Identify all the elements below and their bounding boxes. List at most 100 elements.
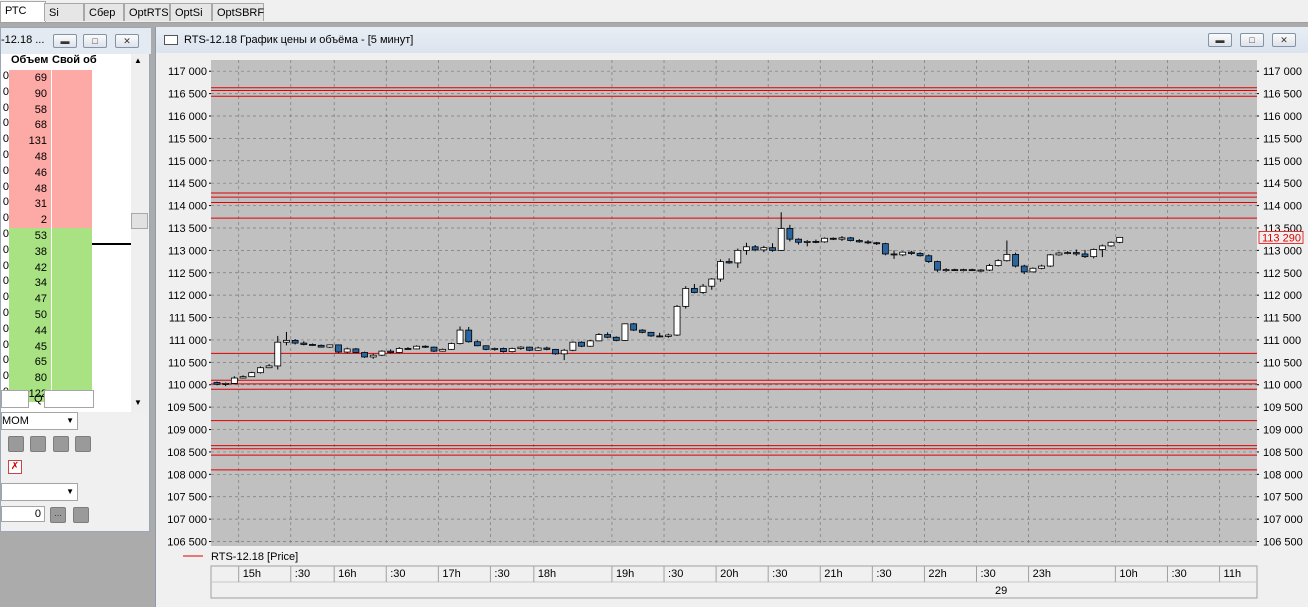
candle-body xyxy=(1072,252,1080,255)
ask-row[interactable]: 0 58 xyxy=(1,101,131,118)
buy-order-icon[interactable] xyxy=(8,436,24,452)
bid-row[interactable]: 0 47 xyxy=(1,291,131,307)
close-button[interactable]: ✕ xyxy=(1272,33,1296,47)
cancel-orders-icon[interactable]: ✗ xyxy=(8,460,22,474)
x-tick-label: 17h xyxy=(442,568,460,580)
bid-row[interactable]: 0 50 xyxy=(1,307,131,323)
x-axis-ticks: 15h:30 16h:30 17h:30 18h 19h:30 20h:30 21h:30 2… xyxy=(238,566,1241,582)
x-tick-label: 16h xyxy=(338,568,356,580)
candle-body xyxy=(760,247,768,251)
candle xyxy=(621,323,629,341)
candle xyxy=(552,348,559,355)
account-select[interactable]: ▼ xyxy=(1,483,78,501)
apply-icon[interactable] xyxy=(73,507,89,523)
candle xyxy=(743,242,750,255)
tab-label: OptSBRF xyxy=(217,7,265,19)
ask-row[interactable]: 0 90 xyxy=(1,85,131,102)
candle xyxy=(934,260,941,272)
price-cell-fragment: 0 xyxy=(2,354,9,367)
scroll-up-icon[interactable]: ▲ xyxy=(134,56,142,65)
own-volume-cell xyxy=(52,228,92,244)
tab-si[interactable]: Si xyxy=(44,3,84,21)
qty-input[interactable] xyxy=(44,390,94,408)
ask-row[interactable]: 0 31 xyxy=(1,196,131,213)
candle-body xyxy=(1107,241,1115,247)
x-tick-label: 19h xyxy=(616,568,634,580)
more-button[interactable]: ... xyxy=(50,507,66,523)
scroll-down-icon[interactable]: ▼ xyxy=(134,398,142,407)
candle xyxy=(257,366,264,374)
candle-body xyxy=(638,329,646,333)
bid-row[interactable]: 0 53 xyxy=(1,228,131,244)
tab-optsbrf[interactable]: OptSBRF xyxy=(212,3,264,21)
bid-row[interactable]: 0 45 xyxy=(1,338,131,355)
price-input[interactable] xyxy=(1,390,29,408)
tab-sber[interactable]: Сбер xyxy=(84,3,124,21)
settings-icon[interactable] xyxy=(53,436,69,452)
price-cell-fragment: 0 xyxy=(2,228,9,240)
bid-row[interactable]: 0 34 xyxy=(1,275,131,292)
candle xyxy=(1090,248,1098,259)
minimize-button[interactable]: ▬ xyxy=(53,34,77,48)
candle xyxy=(213,381,221,386)
ask-row[interactable]: 0 131 xyxy=(1,133,131,149)
bid-row[interactable]: 0 44 xyxy=(1,322,131,339)
candle-body xyxy=(300,342,308,345)
maximize-button[interactable]: □ xyxy=(83,34,107,48)
tab-optrts[interactable]: OptRTS xyxy=(124,3,170,21)
price-cell-fragment: 0 xyxy=(2,243,9,256)
candle xyxy=(1107,241,1115,247)
candle-body xyxy=(1012,253,1019,267)
scrollbar-thumb[interactable] xyxy=(131,213,148,229)
plot-area[interactable] xyxy=(211,60,1257,546)
candle xyxy=(473,340,481,347)
candle-body xyxy=(482,345,490,350)
price-chart[interactable]: 117 000 116 500 116 000 115 500 115 000 114 5… xyxy=(161,56,1308,604)
ask-row[interactable]: 0 48 xyxy=(1,180,131,197)
candle xyxy=(1020,264,1028,275)
candle-body xyxy=(899,251,907,256)
candle xyxy=(534,346,542,351)
bid-row[interactable]: 0 42 xyxy=(1,259,131,276)
volume-cell: 48 xyxy=(9,180,51,197)
candle-body xyxy=(1020,265,1028,273)
candle xyxy=(951,268,959,272)
candle-body xyxy=(586,340,594,347)
quantity-field[interactable]: 0 xyxy=(1,506,45,522)
close-button[interactable]: ✕ xyxy=(115,34,139,48)
price-cell-fragment: 0 xyxy=(2,180,9,193)
candle xyxy=(317,344,325,348)
maximize-button[interactable]: □ xyxy=(1240,33,1264,47)
x-tick-label: :30 xyxy=(1171,568,1186,580)
bid-row[interactable]: 0 80 xyxy=(1,370,131,386)
options-icon[interactable] xyxy=(75,436,91,452)
ask-row[interactable]: 0 68 xyxy=(1,117,131,134)
chart-pane: 117 000 116 500 116 000 115 500 115 000 114 5… xyxy=(161,56,1308,604)
candle-body xyxy=(395,348,403,353)
ask-row[interactable]: 0 48 xyxy=(1,149,131,165)
sell-order-icon[interactable] xyxy=(30,436,46,452)
ask-row[interactable]: 0 69 xyxy=(1,70,131,86)
candle xyxy=(734,248,742,268)
tab-rts[interactable]: РТС xyxy=(0,1,46,22)
minimize-button[interactable]: ▬ xyxy=(1208,33,1232,47)
candle xyxy=(265,364,273,369)
bid-row[interactable]: 0 65 xyxy=(1,354,131,371)
orderbook-scrollbar[interactable]: ▲ ▼ xyxy=(131,54,148,412)
candle-body xyxy=(734,249,742,264)
x-tick-label: 10h xyxy=(1119,568,1137,580)
candle-body xyxy=(864,241,872,244)
mode-select[interactable]: MOM ▼ xyxy=(1,412,78,430)
candle-body xyxy=(977,269,985,272)
orderbook-table: Объем Свой об 0 69 0 90 0 58 0 68 0 131 0 48 0 46 0 48 0… xyxy=(1,54,131,412)
orderbook-title: -12.18 ... xyxy=(1,34,45,46)
bid-row[interactable]: 0 38 xyxy=(1,243,131,260)
candle-body xyxy=(1003,253,1011,262)
candle-body xyxy=(795,238,802,243)
volume-cell: 2 xyxy=(9,212,51,228)
ask-row[interactable]: 0 46 xyxy=(1,164,131,181)
candle-body xyxy=(951,269,959,272)
tab-optsi[interactable]: OptSi xyxy=(170,3,212,21)
candle xyxy=(812,239,820,244)
